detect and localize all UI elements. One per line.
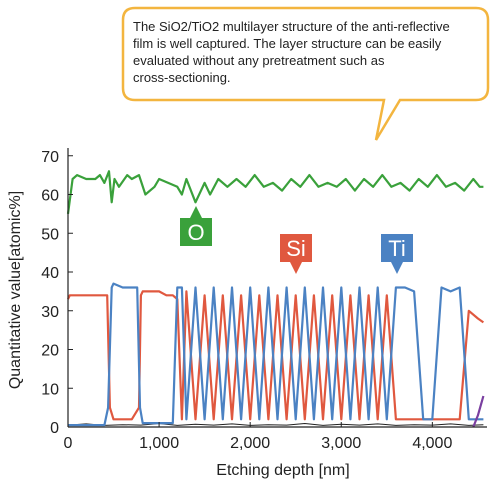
- y-tick-label: 30: [41, 304, 59, 321]
- series-line-ti: [68, 282, 484, 427]
- callout-bubble: [121, 6, 490, 141]
- label-ti-text: Ti: [388, 236, 406, 261]
- label-o-text: O: [187, 220, 204, 245]
- x-axis-title: Etching depth [nm]: [216, 462, 349, 479]
- callout-text-line-3: evaluated without any pretreatment such …: [133, 53, 385, 68]
- x-tick-label: 1,000: [139, 435, 179, 452]
- x-tick-label: 0: [64, 435, 73, 452]
- series-line-4: [472, 395, 485, 428]
- y-tick-label: 10: [41, 381, 59, 398]
- series-line-3: [67, 423, 484, 426]
- label-si-box: [280, 234, 312, 262]
- x-tick-label: 4,000: [412, 435, 452, 452]
- label-ti-pointer: [391, 262, 403, 274]
- label-ti-box: [381, 234, 413, 262]
- callout-text-line-2: film is well captured. The layer structu…: [133, 36, 442, 51]
- x-tick-label: 3,000: [321, 435, 361, 452]
- label-ti: Ti: [381, 234, 413, 274]
- label-si: Si: [280, 234, 312, 274]
- callout-text-line-1: The SiO2/TiO2 multilayer structure of th…: [133, 19, 450, 34]
- plot-area: [66, 170, 485, 428]
- y-ticks: 0 10 20 30 40 50 60 70: [41, 149, 73, 437]
- callout: The SiO2/TiO2 multilayer structure of th…: [121, 6, 490, 141]
- label-o-box: [180, 218, 212, 246]
- x-ticks: 0 1,000 2,000 3,000 4,000: [64, 422, 452, 452]
- y-tick-label: 40: [41, 265, 59, 282]
- y-tick-label: 70: [41, 149, 59, 166]
- y-axis-title: Quantitative value[atomic%]: [7, 191, 24, 389]
- callout-text-line-4: cross-sectioning.: [133, 70, 231, 85]
- label-si-text: Si: [286, 236, 306, 261]
- label-o-pointer: [190, 206, 202, 218]
- y-tick-label: 0: [50, 420, 59, 437]
- y-tick-label: 20: [41, 343, 59, 360]
- label-o: O: [180, 206, 212, 246]
- label-si-pointer: [290, 262, 302, 274]
- y-tick-label: 60: [41, 188, 59, 205]
- series-line-o: [66, 170, 484, 215]
- y-tick-label: 50: [41, 226, 59, 243]
- x-tick-label: 2,000: [230, 435, 270, 452]
